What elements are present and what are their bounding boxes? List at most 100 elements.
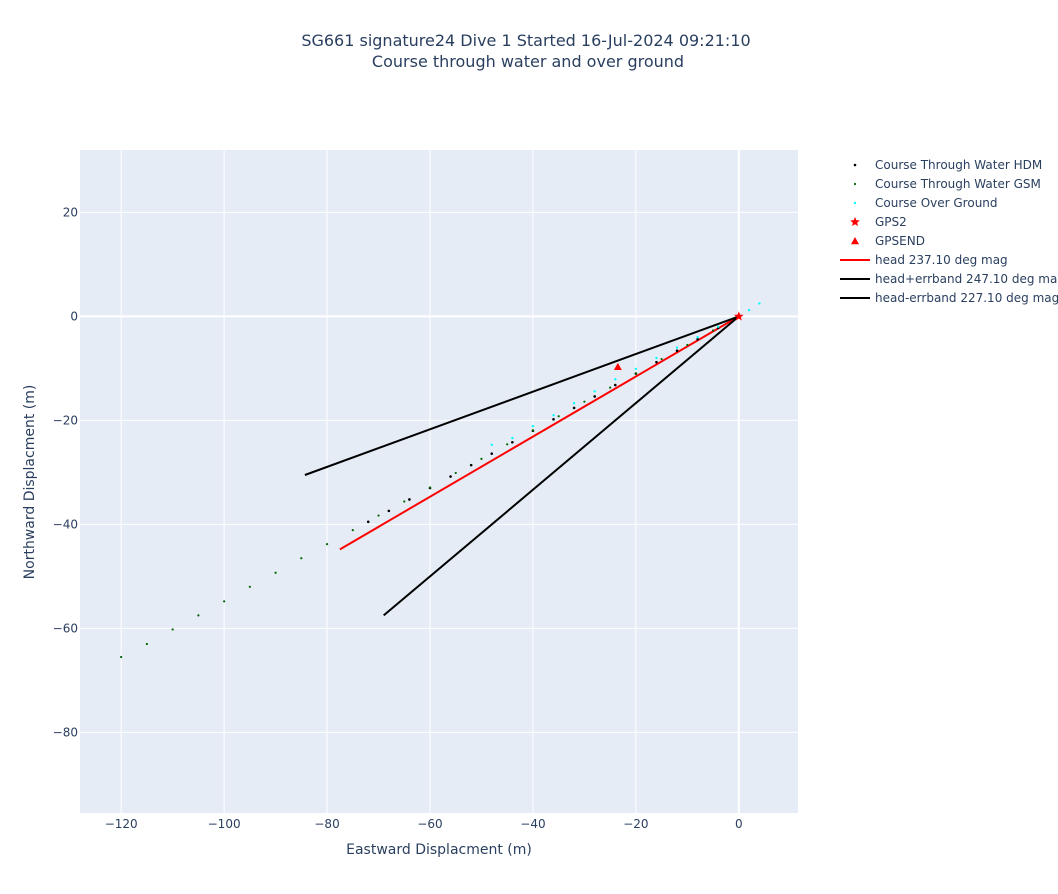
legend-item[interactable]: head+errband 247.10 deg mag: [840, 272, 1058, 286]
data-point: [552, 418, 555, 421]
data-point: [686, 343, 689, 347]
legend-item[interactable]: GPS2: [850, 215, 907, 229]
data-point: [531, 424, 535, 428]
data-point: [300, 557, 303, 560]
data-point: [454, 471, 457, 475]
legend-item[interactable]: head 237.10 deg mag: [840, 253, 1008, 267]
data-point: [609, 386, 612, 389]
legend-label: head-errband 227.10 deg mag: [875, 291, 1058, 305]
x-tick-label: −20: [623, 817, 648, 831]
data-point: [634, 367, 638, 371]
series-gps2: [734, 311, 744, 321]
series-line: [339, 315, 740, 551]
data-point: [171, 628, 174, 631]
legend-item[interactable]: Course Through Water GSM: [853, 177, 1041, 191]
data-point: [325, 543, 329, 546]
data-point: [717, 325, 720, 328]
series-gpsend: [613, 362, 622, 371]
legend-label: Course Over Ground: [875, 196, 998, 210]
data-point: [675, 349, 679, 353]
data-point: [469, 463, 473, 467]
data-point: [613, 383, 617, 387]
data-point: [408, 498, 411, 501]
data-point: [145, 642, 149, 646]
legend-item[interactable]: head-errband 227.10 deg mag: [840, 291, 1058, 305]
data-point: [197, 614, 200, 617]
legend-item[interactable]: GPSEND: [851, 234, 925, 248]
data-point: [660, 357, 663, 361]
legend-label: Course Through Water HDM: [875, 158, 1042, 172]
data-point: [428, 486, 432, 489]
chart-title: SG661 signature24 Dive 1 Started 16-Jul-…: [301, 31, 750, 50]
x-tick-label: −40: [520, 817, 545, 831]
data-point: [403, 500, 406, 503]
x-gridlines: [120, 150, 740, 813]
data-point: [120, 655, 123, 659]
chart-subtitle: Course through water and over ground: [372, 52, 684, 71]
series-layer: [120, 302, 761, 659]
x-tick-label: −120: [105, 817, 138, 831]
y-axis-ticks: 20 0 −20 −40 −60 −80: [53, 205, 78, 739]
series-line: [383, 315, 740, 617]
legend-swatch: [853, 163, 857, 167]
legend-swatch: [853, 201, 857, 205]
data-point: [557, 415, 560, 418]
data-point: [614, 378, 617, 381]
data-point: [449, 475, 452, 478]
data-point: [511, 436, 514, 440]
data-point: [675, 346, 679, 349]
series-course-over-ground: [490, 302, 761, 447]
x-tick-label: −100: [208, 817, 241, 831]
data-point: [552, 414, 555, 417]
data-point: [377, 514, 380, 517]
data-point: [696, 337, 699, 341]
data-point: [711, 329, 715, 332]
data-point: [696, 336, 699, 339]
legend-label: head 237.10 deg mag: [875, 253, 1008, 267]
data-point: [490, 443, 493, 447]
legend-swatch: [850, 217, 860, 227]
series-course-through-water-gsm: [120, 315, 740, 659]
data-point: [593, 395, 596, 398]
data-point: [387, 509, 391, 513]
data-point: [758, 302, 761, 305]
y-tick-label: −40: [53, 517, 78, 531]
plot-area[interactable]: [80, 150, 798, 813]
y-tick-label: −80: [53, 725, 78, 739]
data-point: [274, 571, 277, 574]
series-line: [304, 315, 740, 476]
data-point: [572, 402, 576, 405]
y-tick-label: −60: [53, 621, 78, 635]
legend-item[interactable]: Course Through Water HDM: [853, 158, 1043, 172]
data-point: [248, 585, 251, 588]
legend-label: head+errband 247.10 deg mag: [875, 272, 1058, 286]
y-axis-title: Northward Displacment (m): [22, 385, 38, 580]
data-point: [655, 356, 658, 360]
y-gridlines: [80, 211, 798, 733]
data-point: [593, 390, 596, 393]
data-point: [613, 362, 622, 371]
data-point: [583, 400, 586, 403]
data-point: [506, 443, 509, 446]
x-tick-label: −60: [417, 817, 442, 831]
series-head-237-10-deg-mag: [339, 315, 740, 551]
legend-swatch: [851, 237, 859, 245]
data-point: [351, 529, 354, 532]
legend-swatch: [853, 182, 857, 186]
series-head-errband-247-10-deg-mag: [304, 315, 740, 476]
data-point: [480, 457, 483, 460]
data-point: [366, 520, 370, 524]
data-point: [531, 429, 535, 432]
series-head-errband-227-10-deg-mag: [383, 315, 740, 617]
y-tick-label: 20: [63, 205, 78, 219]
data-point: [490, 452, 494, 455]
x-tick-label: −80: [314, 817, 339, 831]
legend: Course Through Water HDM Course Through W…: [840, 158, 1058, 305]
x-axis-ticks: −120 −100 −80 −60 −40 −20 0: [105, 817, 743, 831]
x-tick-label: 0: [735, 817, 743, 831]
legend-item[interactable]: Course Over Ground: [853, 196, 998, 210]
data-point: [572, 406, 576, 410]
y-tick-label: −20: [53, 413, 78, 427]
data-point: [747, 308, 751, 312]
